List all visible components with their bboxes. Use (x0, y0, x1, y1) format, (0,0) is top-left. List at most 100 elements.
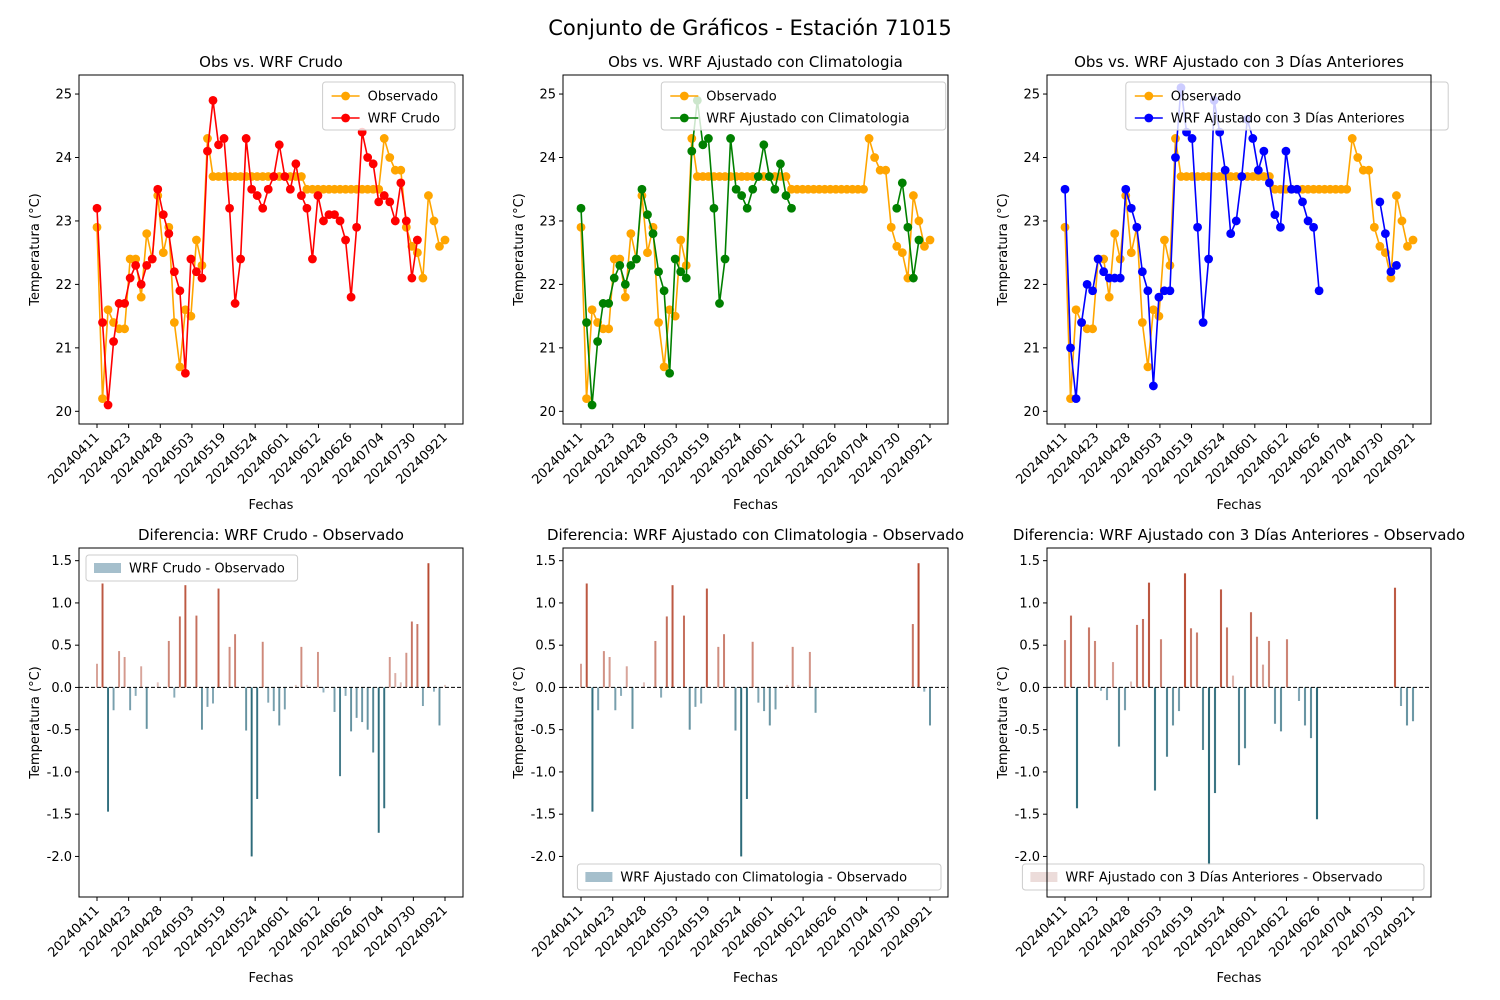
data-point (109, 337, 118, 346)
bar (1399, 687, 1403, 707)
bar (1315, 687, 1319, 820)
bar (1183, 573, 1187, 688)
bar (212, 687, 214, 704)
y-tick-label: 23 (1023, 214, 1040, 229)
data-point (1276, 222, 1285, 232)
bar (140, 666, 143, 688)
legend-box (1125, 81, 1449, 131)
bar (383, 687, 386, 809)
data-point (670, 254, 680, 264)
data-point (620, 292, 630, 302)
data-point (1115, 254, 1125, 264)
data-point (142, 260, 152, 270)
data-point (1110, 229, 1120, 239)
bar (399, 682, 402, 688)
bar (1231, 675, 1235, 688)
data-point (169, 267, 179, 277)
data-point (637, 184, 647, 194)
data-point (626, 260, 636, 270)
bar (1243, 687, 1247, 749)
bar (1135, 624, 1139, 688)
data-point (1060, 184, 1070, 194)
y-tick-label: 1.5 (535, 554, 556, 569)
y-tick-label: 1.5 (1019, 554, 1040, 569)
bar (184, 585, 187, 688)
data-point (258, 203, 268, 213)
data-point (1099, 267, 1109, 277)
legend-marker (1144, 91, 1154, 101)
y-tick-label: -1.0 (531, 765, 556, 780)
data-point (407, 273, 417, 283)
data-point (731, 184, 741, 194)
data-point (120, 299, 130, 308)
data-point (582, 394, 591, 404)
data-point (368, 159, 378, 169)
data-point (136, 292, 146, 302)
data-point (379, 134, 389, 143)
bar (1273, 687, 1277, 724)
bar (1063, 640, 1067, 688)
subplot-2: Obs vs. WRF Ajustado con Climatologia 20 2… (512, 53, 949, 513)
data-point (1380, 229, 1390, 239)
data-point (609, 273, 619, 283)
data-point (396, 165, 406, 175)
bar (694, 687, 697, 707)
data-point (164, 229, 174, 239)
data-point (103, 305, 113, 315)
data-point (742, 203, 752, 213)
data-point (192, 267, 201, 277)
bar (178, 616, 181, 688)
bar (278, 687, 281, 726)
data-point (631, 254, 641, 264)
data-point (920, 241, 929, 251)
x-axis-label: Fechas (249, 498, 294, 513)
bar (1201, 687, 1205, 750)
data-point (98, 394, 107, 404)
bar (591, 687, 594, 812)
legend-marker (679, 91, 689, 101)
data-point (1071, 394, 1081, 404)
data-point (1143, 362, 1153, 372)
bar (671, 585, 674, 688)
bar (107, 687, 110, 812)
legend-box (1021, 863, 1425, 891)
bar (1225, 627, 1229, 688)
data-point (1226, 229, 1236, 239)
y-tick-label: -1.5 (47, 808, 72, 823)
y-tick-label: 23 (539, 214, 556, 229)
data-point (412, 235, 422, 245)
data-point (158, 210, 168, 220)
bar (654, 640, 657, 688)
data-point (1408, 235, 1418, 245)
y-tick-label: 0.5 (1019, 639, 1040, 654)
y-tick-label: 22 (1023, 278, 1040, 293)
bar (745, 687, 748, 799)
bar (444, 684, 446, 688)
bar (585, 583, 588, 688)
bar (173, 687, 176, 698)
y-tick-label: 21 (1023, 341, 1040, 356)
bar (1141, 618, 1145, 688)
bar (421, 687, 424, 707)
data-point (208, 95, 218, 105)
data-point (142, 229, 152, 239)
bar (928, 687, 932, 726)
bar (1087, 627, 1091, 688)
bar (814, 687, 817, 713)
y-tick-label: 24 (55, 151, 72, 166)
data-point (626, 229, 636, 239)
legend-label: Observado (706, 90, 777, 105)
data-point (1270, 210, 1280, 220)
bar (245, 687, 248, 731)
bar (350, 687, 353, 732)
data-point (92, 203, 102, 213)
data-point (396, 178, 406, 188)
legend-marker (341, 91, 350, 101)
data-point (1126, 203, 1136, 213)
bar (438, 687, 441, 726)
y-tick-label: 22 (55, 278, 72, 293)
bar (1255, 636, 1259, 688)
data-point (1132, 222, 1142, 232)
bar (1267, 640, 1271, 688)
bar (366, 687, 369, 730)
